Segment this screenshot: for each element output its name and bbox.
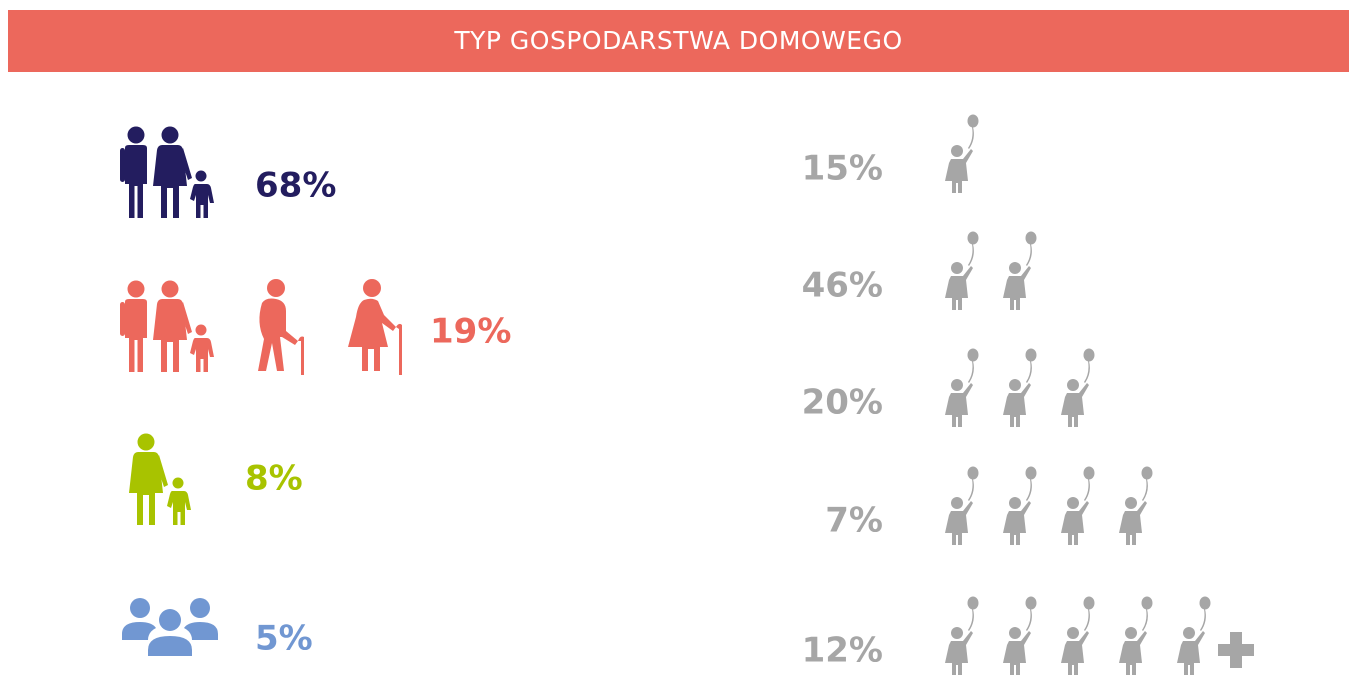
- elderly-man-icon: [258, 279, 304, 375]
- child-icon: [1119, 596, 1153, 675]
- header-title: TYP GOSPODARSTWA DOMOWEGO: [454, 26, 903, 55]
- elderly-woman-icon: [348, 279, 402, 375]
- header-bar: TYP GOSPODARSTWA DOMOWEGO: [8, 10, 1349, 72]
- household-percentage: 68%: [255, 166, 336, 206]
- child-icon: [1061, 596, 1095, 675]
- child-icon: [1003, 231, 1037, 310]
- child-icon: [1119, 466, 1153, 545]
- child-icon: [945, 231, 979, 310]
- child-icon: [945, 114, 979, 193]
- children-percentage: 15%: [802, 149, 883, 189]
- household-percentage: 5%: [255, 619, 313, 659]
- child-icon: [945, 348, 979, 427]
- child-icon: [1003, 348, 1037, 427]
- children-percentage: 7%: [825, 501, 883, 541]
- child-icon: [1061, 466, 1095, 545]
- family-icon: [120, 127, 214, 219]
- household-percentage: 19%: [430, 312, 511, 352]
- child-icon: [945, 596, 979, 675]
- family-icon: [120, 281, 214, 373]
- single-parent-icon: [129, 434, 191, 526]
- child-icon: [1003, 596, 1037, 675]
- children-percentage: 12%: [802, 631, 883, 671]
- child-icon: [1177, 596, 1211, 675]
- children-percentage: 46%: [802, 266, 883, 306]
- child-icon: [945, 466, 979, 545]
- children-percentage: 20%: [802, 383, 883, 423]
- child-icon: [1061, 348, 1095, 427]
- group-icon: [122, 598, 218, 656]
- household-percentage: 8%: [245, 459, 303, 499]
- plus-icon: [1218, 632, 1254, 668]
- child-icon: [1003, 466, 1037, 545]
